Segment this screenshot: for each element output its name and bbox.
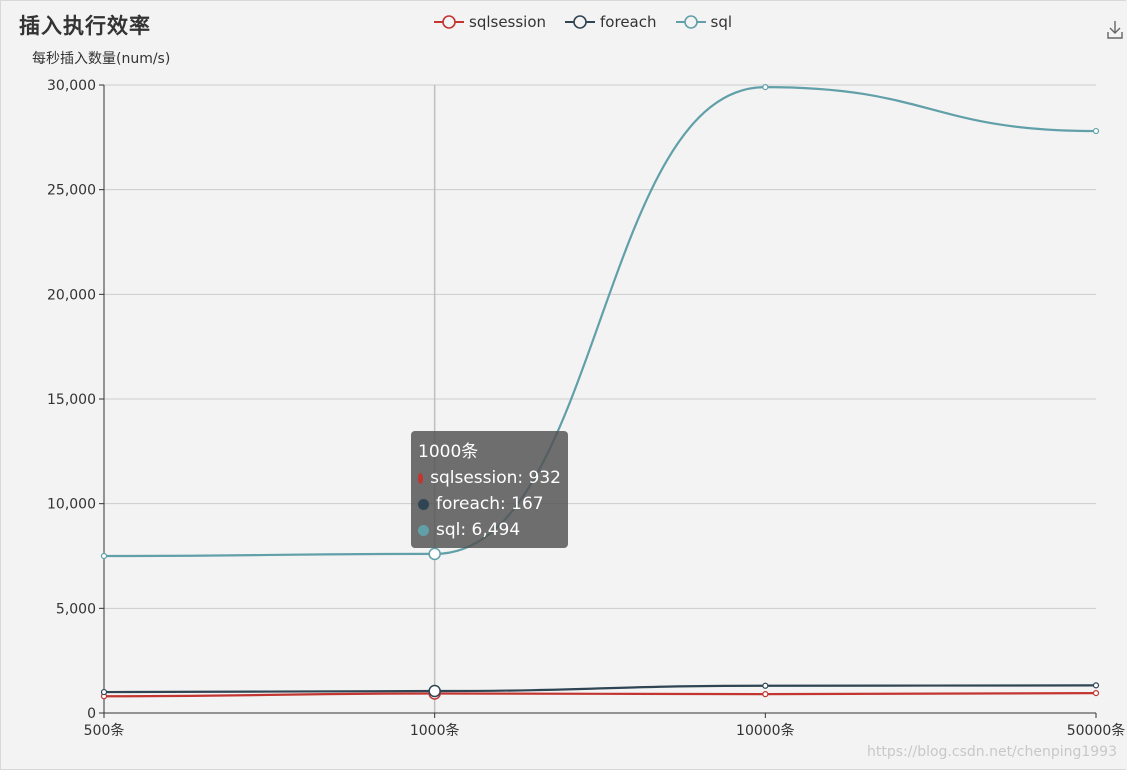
chart-title: 插入执行效率 — [19, 14, 151, 38]
data-point-foreach — [428, 684, 441, 698]
legend-label: sqlsession — [469, 13, 547, 31]
data-point-sql — [428, 547, 441, 561]
tooltip: 1000条 sqlsession: 932 foreach: 167 sql: … — [411, 431, 568, 548]
tooltip-row-label: sqlsession: 932 — [430, 468, 561, 488]
tooltip-row-label: sql: 6,494 — [436, 520, 521, 540]
data-point-foreach — [100, 688, 108, 696]
data-point-sqlsession — [762, 691, 769, 698]
y-tick-label: 10,000 — [47, 497, 96, 513]
tooltip-header: 1000条 — [418, 442, 479, 462]
legend-label: sql — [710, 13, 733, 31]
data-point-sql — [100, 552, 108, 560]
series-line-foreach — [103, 684, 1097, 694]
data-point-sql — [1092, 127, 1100, 135]
x-tick-label: 50000条 — [1067, 722, 1126, 739]
legend-label: foreach — [600, 13, 657, 31]
x-tick-label: 10000条 — [736, 722, 795, 739]
tooltip-dot-sqlsession — [418, 472, 424, 484]
legend-item-sql[interactable]: sql — [675, 13, 733, 31]
legend-symbol-icon — [434, 15, 464, 29]
y-tick-label: 20,000 — [47, 287, 96, 303]
data-point-sql — [762, 83, 769, 91]
series-line-sql — [103, 85, 1097, 558]
y-tick-label: 5,000 — [56, 601, 96, 617]
download-icon[interactable] — [1107, 20, 1123, 40]
tooltip-row-sql: sql: 6,494 — [418, 517, 561, 543]
tooltip-row-sqlsession: sqlsession: 932 — [418, 465, 561, 491]
data-point-foreach — [1092, 682, 1100, 689]
y-tick-label: 30,000 — [47, 78, 96, 94]
legend-item-foreach[interactable]: foreach — [564, 13, 657, 31]
x-tick-label: 500条 — [84, 722, 125, 739]
y-axis-label: 每秒插入数量(num/s) — [32, 51, 171, 67]
tooltip-dot-sql — [418, 524, 429, 536]
y-tick-label: 0 — [87, 706, 96, 722]
tooltip-row-foreach: foreach: 167 — [418, 491, 561, 517]
data-point-foreach — [762, 682, 769, 689]
y-tick-label: 15,000 — [47, 392, 96, 408]
series-line-sqlsession — [103, 692, 1097, 698]
data-point-sqlsession — [1092, 690, 1100, 697]
x-tick-label: 1000条 — [410, 722, 460, 739]
watermark: https://blog.csdn.net/chenping1993 — [867, 744, 1117, 760]
legend-item-sqlsession[interactable]: sqlsession — [433, 13, 546, 31]
tooltip-dot-foreach — [418, 498, 429, 510]
legend-symbol-icon — [675, 15, 706, 29]
y-tick-label: 25,000 — [47, 183, 96, 199]
tooltip-row-label: foreach: 167 — [436, 494, 544, 514]
legend: sqlsession foreach sql — [433, 13, 732, 31]
legend-symbol-icon — [565, 15, 596, 29]
